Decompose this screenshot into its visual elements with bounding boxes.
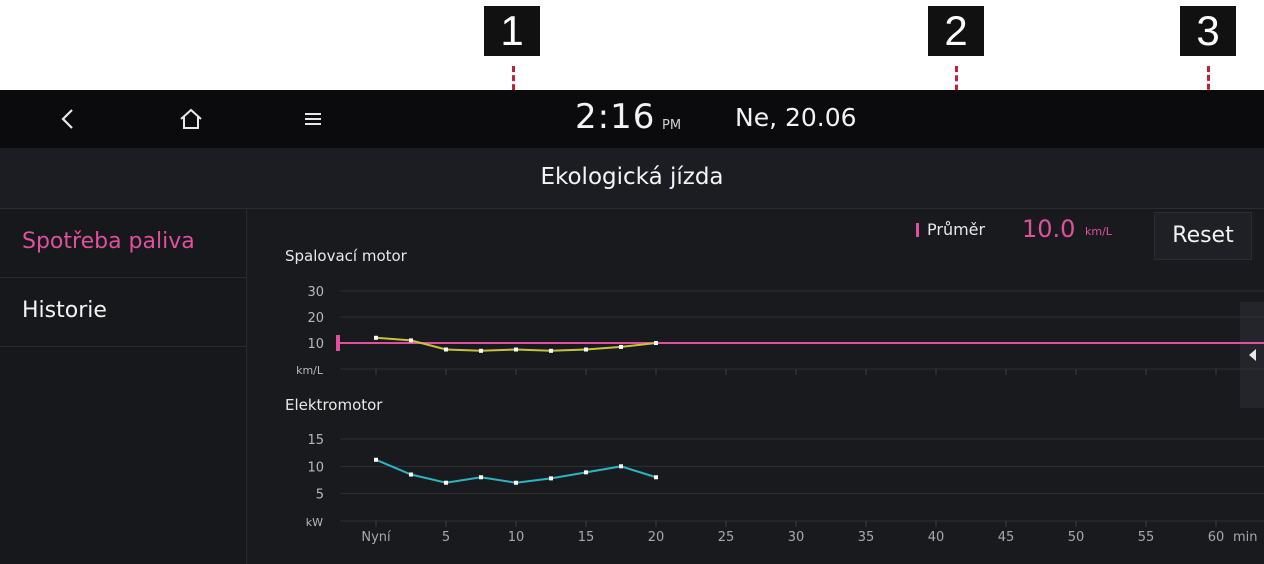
average-label: Průměr	[927, 220, 986, 239]
x-tick-label: 5	[442, 530, 450, 545]
y-unit-label-electric: kW	[306, 516, 323, 529]
data-point-electric	[409, 472, 413, 477]
data-point-combustion	[549, 348, 553, 353]
y-tick-label-combustion: 10	[307, 337, 324, 352]
sidebar: Spotřeba paliva Historie	[0, 209, 247, 564]
data-point-electric	[619, 464, 623, 469]
x-tick-label: 40	[928, 530, 945, 545]
y-tick-label-combustion: 30	[307, 285, 324, 300]
sidebar-item-fuel-consumption[interactable]: Spotřeba paliva	[0, 209, 246, 278]
y-unit-label-combustion: km/L	[296, 364, 324, 377]
data-point-combustion	[409, 338, 413, 343]
x-tick-label: 15	[578, 530, 595, 545]
average-value: 10.0	[1022, 215, 1076, 243]
caret-left-icon	[1249, 349, 1256, 361]
x-tick-label: Nyní	[361, 530, 391, 545]
series-line-electric	[375, 458, 657, 484]
clock-ampm: PM	[662, 118, 682, 133]
data-point-combustion	[479, 348, 483, 353]
data-point-combustion	[514, 347, 518, 352]
data-point-electric	[654, 475, 658, 480]
y-tick-label-combustion: 20	[307, 311, 324, 326]
data-point-combustion	[619, 344, 623, 349]
callout-2: 2	[928, 6, 984, 56]
average-legend-marker	[916, 223, 919, 237]
x-tick-label: 30	[788, 530, 805, 545]
sidebar-item-label: Spotřeba paliva	[22, 229, 195, 254]
data-point-combustion	[654, 341, 658, 345]
eco-driving-charts: 30 20 10 km/L 15 10 5 kW Nyní 5 10 15 20 25 30 35 40 45 50…	[296, 285, 1264, 545]
x-tick-label: 10	[508, 530, 525, 545]
callout-1: 1	[484, 6, 540, 56]
sidebar-item-label: Historie	[22, 298, 107, 323]
x-tick-label: 20	[648, 530, 665, 545]
home-icon[interactable]	[161, 90, 221, 148]
scroll-panel-handle[interactable]	[1240, 302, 1264, 408]
data-point-combustion	[374, 335, 378, 340]
infotainment-screen: 2:16 PM Ne, 20.06 Ekologická jízda Spotř…	[0, 90, 1264, 564]
x-tick-label: 35	[858, 530, 875, 545]
x-tick-label: 60	[1208, 530, 1225, 545]
data-point-electric	[374, 457, 378, 462]
title-bar: Ekologická jízda	[0, 148, 1264, 209]
x-tick-label: 45	[998, 530, 1015, 545]
sidebar-item-history[interactable]: Historie	[0, 278, 246, 347]
callout-3: 3	[1180, 6, 1236, 56]
status-bar: 2:16 PM Ne, 20.06	[0, 90, 1264, 148]
data-point-combustion	[444, 347, 448, 352]
data-point-electric	[549, 476, 553, 481]
menu-icon[interactable]	[283, 90, 343, 148]
data-point-electric	[444, 480, 448, 485]
y-tick-label-electric: 10	[307, 460, 324, 475]
data-point-combustion	[584, 347, 588, 352]
chart-title-combustion: Spalovací motor	[285, 247, 407, 265]
date-display: Ne, 20.06	[735, 103, 857, 132]
data-point-electric	[584, 470, 588, 475]
average-unit: km/L	[1085, 225, 1112, 238]
reset-button[interactable]: Reset	[1154, 212, 1252, 260]
data-point-electric	[479, 475, 483, 480]
x-tick-label: 50	[1068, 530, 1085, 545]
y-tick-label-electric: 15	[307, 433, 324, 448]
chart-title-electric: Elektromotor	[285, 396, 383, 414]
back-icon[interactable]	[38, 90, 98, 148]
average-line-marker	[336, 335, 340, 351]
data-point-electric	[514, 480, 518, 485]
clock-time: 2:16	[575, 97, 656, 137]
x-tick-label: 25	[718, 530, 735, 545]
page-title: Ekologická jízda	[540, 164, 724, 190]
y-tick-label-electric: 5	[316, 488, 324, 503]
x-tick-label: 55	[1138, 530, 1155, 545]
x-unit-label: min	[1233, 530, 1258, 545]
